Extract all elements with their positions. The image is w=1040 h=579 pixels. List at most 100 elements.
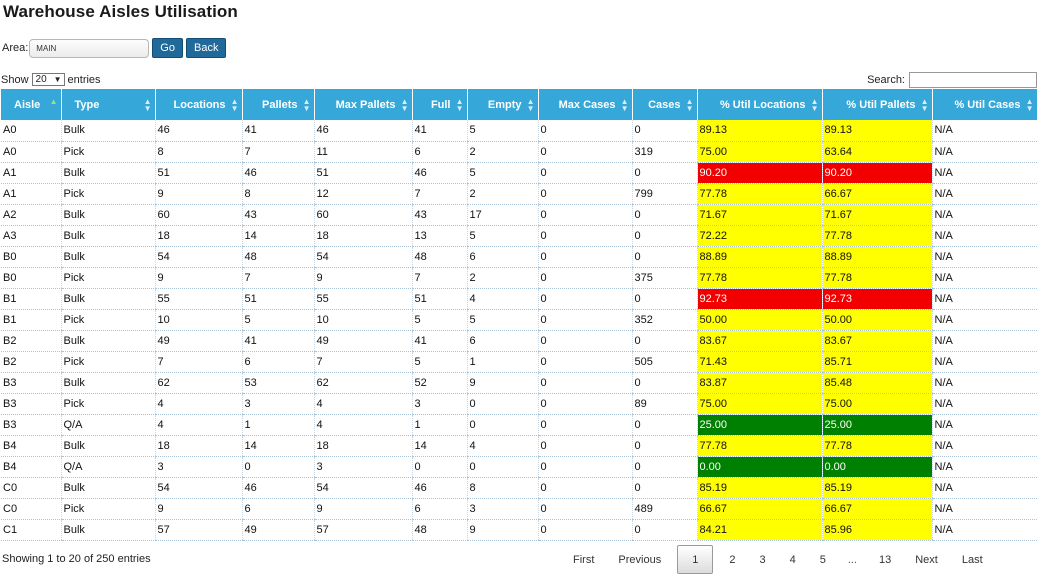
table-cell: 71.67 — [696, 204, 822, 226]
table-cell: 12 — [313, 183, 412, 205]
show-label: Show — [1, 73, 29, 86]
table-cell: 41 — [241, 330, 314, 352]
table-cell: N/A — [931, 477, 1037, 499]
previous-page-button[interactable]: Previous — [618, 553, 662, 566]
next-page-button[interactable]: Next — [915, 553, 938, 566]
table-cell: 0 — [537, 183, 632, 205]
table-cell: 0 — [466, 456, 538, 478]
table-cell: 85.96 — [821, 519, 932, 541]
table-row: B4 Bulk 18 14 18 14 4 0 0 77.78 77.78 N/A — [1, 435, 1037, 457]
go-button[interactable]: Go — [152, 38, 183, 58]
page-button-5[interactable]: 5 — [819, 553, 826, 566]
table-cell: 0 — [537, 435, 632, 457]
search-input[interactable] — [909, 72, 1037, 88]
column-header-util-locations[interactable]: % Util Locations ▲ ▼ — [697, 89, 823, 120]
table-body: A0 Bulk 46 41 46 41 5 0 0 89.13 89.13 N/A A0 Pick 8 7 11… — [1, 120, 1037, 541]
table-cell: 75.00 — [696, 141, 822, 163]
page-button-2[interactable]: 2 — [729, 553, 736, 566]
column-header-util-cases[interactable]: % Util Cases ▲ ▼ — [932, 89, 1038, 120]
entries-select[interactable]: 20 ▼ — [31, 73, 65, 86]
sort-ascending-icon: ▲ — [49, 97, 58, 106]
column-header-label: Empty — [487, 98, 522, 111]
table-cell: N/A — [931, 330, 1037, 352]
first-page-button[interactable]: First — [573, 553, 595, 566]
table-cell: 0 — [631, 225, 697, 247]
page-button-4[interactable]: 4 — [789, 553, 796, 566]
table-cell: 8 — [154, 141, 242, 163]
table-cell: 0 — [537, 309, 632, 331]
table-cell: 3 — [466, 498, 538, 520]
table-cell: 0 — [411, 456, 467, 478]
table-cell: 89.13 — [696, 120, 822, 142]
page-button-1[interactable]: 1 — [677, 545, 714, 574]
table-cell: 1 — [241, 414, 314, 436]
table-cell: 0.00 — [696, 456, 822, 478]
column-header-full[interactable]: Full ▲ ▼ — [412, 89, 468, 120]
last-page-button[interactable]: Last — [961, 553, 983, 566]
table-cell: 13 — [411, 225, 467, 247]
column-header-max-cases[interactable]: Max Cases ▲ ▼ — [538, 89, 633, 120]
page-title: Warehouse Aisles Utilisation — [3, 2, 238, 21]
table-cell: 92.73 — [821, 288, 932, 310]
table-cell: 505 — [631, 351, 697, 373]
table-cell: 0 — [631, 435, 697, 457]
sort-both-icon: ▲ ▼ — [620, 97, 629, 113]
table-cell: 11 — [313, 141, 412, 163]
column-header-util-pallets[interactable]: % Util Pallets ▲ ▼ — [822, 89, 933, 120]
table-cell: C0 — [1, 498, 61, 520]
column-header-label: Max Cases — [558, 98, 616, 111]
table-cell: 799 — [631, 183, 697, 205]
table-cell: 0 — [537, 330, 632, 352]
table-cell: 0 — [537, 393, 632, 415]
table-cell: 77.78 — [696, 435, 822, 457]
column-header-empty[interactable]: Empty ▲ ▼ — [467, 89, 539, 120]
table-cell: C0 — [1, 477, 61, 499]
table-cell: 4 — [154, 414, 242, 436]
table-cell: 49 — [313, 330, 412, 352]
table-cell: 46 — [313, 120, 412, 142]
table-cell: 66.67 — [821, 498, 932, 520]
table-cell: 85.19 — [821, 477, 932, 499]
page-button-3[interactable]: 3 — [759, 553, 766, 566]
table-cell: 54 — [313, 477, 412, 499]
table-cell: 92.73 — [696, 288, 822, 310]
table-cell: 48 — [411, 246, 467, 268]
table-cell: 0 — [466, 414, 538, 436]
table-cell: Bulk — [60, 204, 155, 226]
sort-both-icon: ▲ ▼ — [455, 97, 464, 113]
table-cell: Bulk — [60, 120, 155, 142]
table-cell: 5 — [466, 162, 538, 184]
column-header-pallets[interactable]: Pallets ▲ ▼ — [242, 89, 315, 120]
column-header-locations[interactable]: Locations ▲ ▼ — [155, 89, 243, 120]
table-cell: N/A — [931, 456, 1037, 478]
table-cell: 60 — [154, 204, 242, 226]
column-header-max-pallets[interactable]: Max Pallets ▲ ▼ — [314, 89, 413, 120]
area-input[interactable]: MAIN — [29, 38, 150, 58]
column-header-type[interactable]: Type ▲ ▼ — [61, 89, 156, 120]
table-cell: 50.00 — [821, 309, 932, 331]
column-header-cases[interactable]: Cases ▲ ▼ — [632, 89, 698, 120]
table-cell: N/A — [931, 351, 1037, 373]
table-cell: 0 — [631, 477, 697, 499]
table-cell: B0 — [1, 267, 61, 289]
table-cell: 55 — [313, 288, 412, 310]
table-cell: A1 — [1, 183, 61, 205]
table-cell: 88.89 — [821, 246, 932, 268]
page-button-last-number[interactable]: 13 — [878, 553, 892, 566]
table-cell: 14 — [241, 435, 314, 457]
table-cell: 63.64 — [821, 141, 932, 163]
table-cell: N/A — [931, 246, 1037, 268]
table-cell: 0 — [537, 414, 632, 436]
column-header-aisle[interactable]: Aisle ▲ — [1, 89, 62, 120]
pagination-ellipsis: ... — [847, 553, 857, 566]
table-cell: 66.67 — [821, 183, 932, 205]
table-cell: 0 — [537, 267, 632, 289]
table-cell: 57 — [154, 519, 242, 541]
table-cell: Pick — [60, 309, 155, 331]
back-button[interactable]: Back — [185, 38, 227, 58]
table-cell: B0 — [1, 246, 61, 268]
table-cell: 9 — [154, 267, 242, 289]
table-cell: Q/A — [60, 414, 155, 436]
table-cell: 9 — [313, 267, 412, 289]
table-cell: 4 — [466, 288, 538, 310]
